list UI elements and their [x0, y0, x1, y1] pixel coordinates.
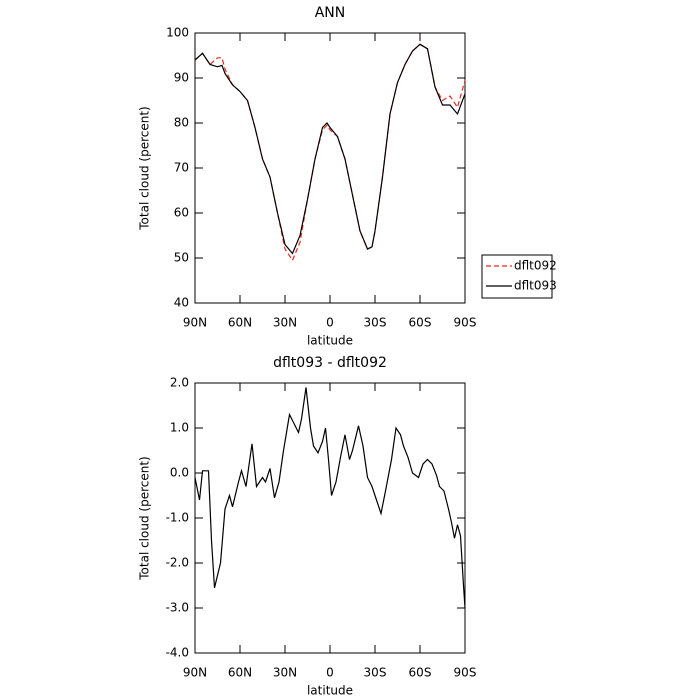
legend-label: dflt093 — [514, 279, 557, 293]
y-tick-label: -1.0 — [166, 511, 189, 525]
y-tick-label: 2.0 — [170, 376, 189, 390]
x-tick-label: 0 — [326, 316, 334, 330]
y-tick-label: -3.0 — [166, 601, 189, 615]
x-tick-label: 60S — [409, 316, 432, 330]
x-tick-label: 60N — [228, 316, 252, 330]
x-tick-label: 0 — [326, 666, 334, 680]
y-tick-label: -4.0 — [166, 646, 189, 660]
x-tick-label: 30N — [273, 316, 297, 330]
plot-frame — [194, 382, 466, 654]
x-axis-label: latitude — [307, 334, 353, 348]
plot-frame — [194, 32, 466, 304]
y-tick-label: 50 — [174, 251, 189, 265]
y-tick-label: -2.0 — [166, 556, 189, 570]
y-axis-label: Total cloud (percent) — [138, 106, 152, 230]
data-line — [194, 43, 466, 262]
y-tick-label: 40 — [174, 296, 189, 310]
x-tick-label: 90S — [454, 666, 477, 680]
x-tick-label: 30S — [364, 316, 387, 330]
x-tick-label: 90N — [183, 316, 207, 330]
y-tick-label: 100 — [166, 26, 189, 40]
data-line — [194, 387, 466, 609]
x-tick-label: 90S — [454, 316, 477, 330]
x-tick-label: 90N — [183, 666, 207, 680]
y-tick-label: 70 — [174, 161, 189, 175]
y-tick-label: 0.0 — [170, 466, 189, 480]
x-tick-label: 60N — [228, 666, 252, 680]
x-tick-label: 30S — [364, 666, 387, 680]
x-tick-label: 60S — [409, 666, 432, 680]
y-tick-label: 90 — [174, 71, 189, 85]
y-tick-label: 60 — [174, 206, 189, 220]
x-tick-label: 30N — [273, 666, 297, 680]
y-tick-label: 1.0 — [170, 421, 189, 435]
legend-box — [481, 254, 553, 299]
chart-title: dflt093 - dflt092 — [273, 355, 387, 371]
y-tick-label: 80 — [174, 116, 189, 130]
chart-title: ANN — [315, 5, 346, 21]
data-line — [194, 43, 466, 255]
x-axis-label: latitude — [307, 684, 353, 698]
y-axis-label: Total cloud (percent) — [138, 456, 152, 580]
legend-label: dflt092 — [514, 259, 557, 273]
